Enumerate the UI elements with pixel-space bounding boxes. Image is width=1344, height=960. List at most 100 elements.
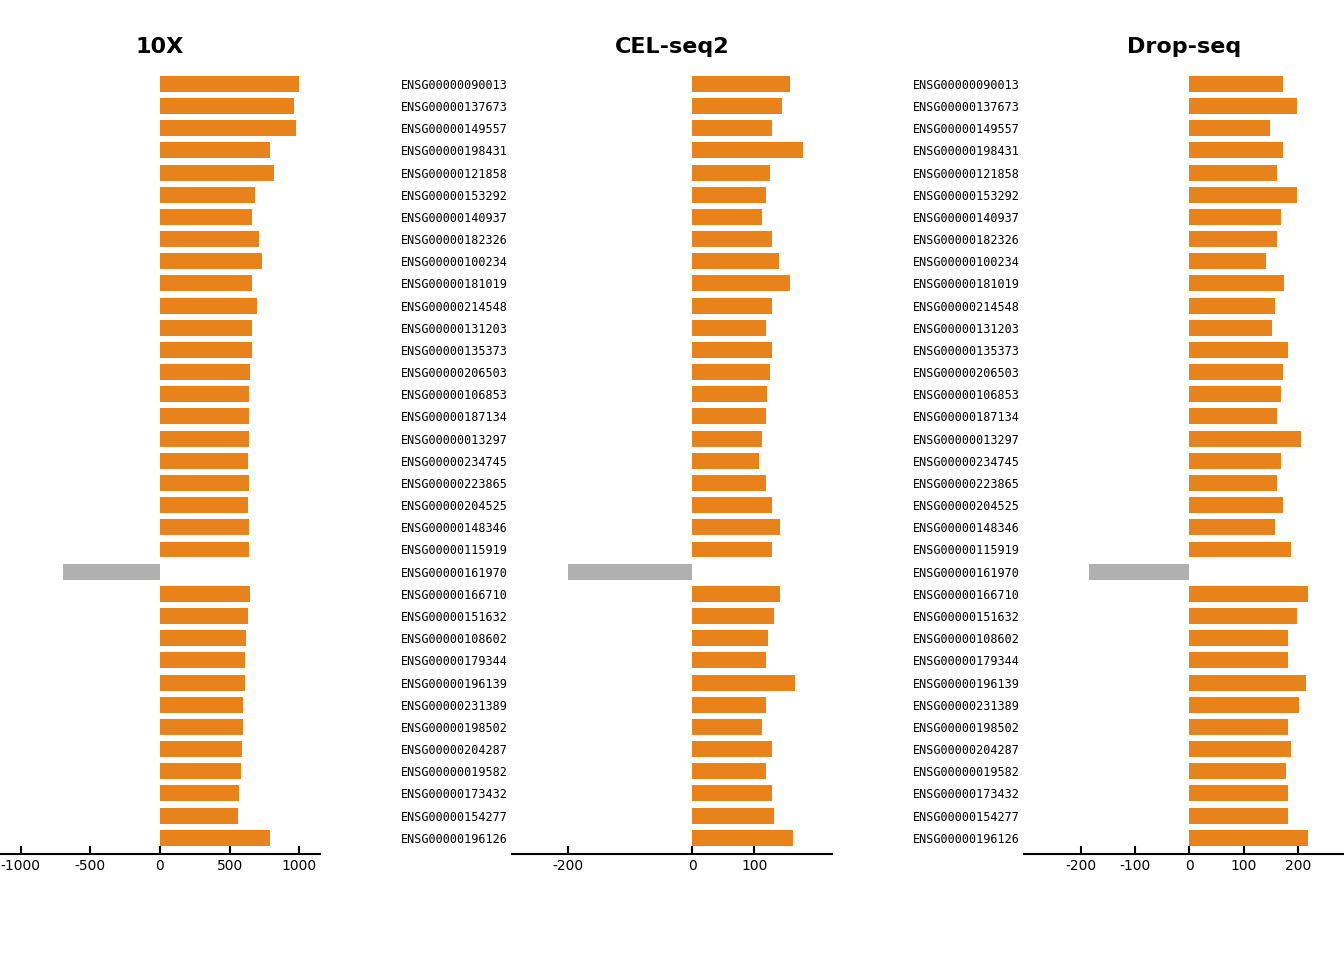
Bar <box>63 564 160 580</box>
Bar <box>160 187 254 203</box>
Bar <box>692 98 782 114</box>
Bar <box>692 386 767 402</box>
Bar <box>160 519 249 536</box>
Bar <box>160 276 251 292</box>
Bar <box>1089 564 1189 580</box>
Bar <box>692 630 767 646</box>
Bar <box>692 675 794 690</box>
Bar <box>160 120 296 136</box>
Bar <box>692 231 771 247</box>
Bar <box>1189 364 1282 380</box>
Bar <box>1189 763 1286 780</box>
Bar <box>692 697 766 712</box>
Bar <box>160 697 243 712</box>
Bar <box>1189 675 1306 690</box>
Bar <box>160 829 270 846</box>
Bar <box>160 298 258 314</box>
Bar <box>160 475 249 491</box>
Bar <box>1189 98 1297 114</box>
Bar <box>1189 519 1275 536</box>
Bar <box>1189 453 1281 468</box>
Bar <box>160 586 250 602</box>
Title: CEL-seq2: CEL-seq2 <box>614 37 730 58</box>
Bar <box>1189 630 1288 646</box>
Bar <box>692 785 771 802</box>
Bar <box>1189 276 1285 292</box>
Bar <box>160 719 243 734</box>
Bar <box>1189 497 1282 514</box>
Bar <box>1189 653 1288 668</box>
Bar <box>1189 719 1288 734</box>
Bar <box>1189 829 1308 846</box>
Bar <box>160 653 245 668</box>
Bar <box>692 209 762 225</box>
Bar <box>692 807 774 824</box>
Bar <box>692 586 781 602</box>
Bar <box>692 719 762 734</box>
Bar <box>1189 431 1301 446</box>
Bar <box>160 608 247 624</box>
Bar <box>160 431 249 446</box>
Bar <box>160 386 249 402</box>
Bar <box>692 120 771 136</box>
Bar <box>1189 785 1288 802</box>
Bar <box>1189 76 1282 92</box>
Bar <box>1189 320 1271 336</box>
Bar <box>160 76 300 92</box>
Bar <box>1189 253 1266 269</box>
Bar <box>692 829 793 846</box>
Bar <box>160 98 293 114</box>
Bar <box>692 519 781 536</box>
Bar <box>692 408 766 424</box>
Bar <box>1189 586 1308 602</box>
Bar <box>1189 231 1277 247</box>
Bar <box>1189 164 1277 180</box>
Bar <box>160 364 250 380</box>
Bar <box>1189 475 1277 491</box>
Bar <box>1189 541 1292 558</box>
Bar <box>692 164 770 180</box>
Bar <box>160 142 270 158</box>
Bar <box>692 608 774 624</box>
Bar <box>160 741 242 757</box>
Bar <box>692 342 771 358</box>
Bar <box>1189 408 1277 424</box>
Bar <box>692 298 771 314</box>
Bar <box>160 497 247 514</box>
Bar <box>1189 298 1275 314</box>
Bar <box>692 142 802 158</box>
Bar <box>160 807 238 824</box>
Bar <box>692 453 759 468</box>
Bar <box>1189 608 1297 624</box>
Bar <box>160 164 274 180</box>
Bar <box>692 541 771 558</box>
Bar <box>160 785 239 802</box>
Bar <box>160 675 245 690</box>
Bar <box>160 320 251 336</box>
Bar <box>692 497 771 514</box>
Bar <box>160 453 247 468</box>
Bar <box>1189 741 1292 757</box>
Bar <box>692 653 766 668</box>
Bar <box>569 564 692 580</box>
Bar <box>692 763 766 780</box>
Bar <box>692 276 790 292</box>
Bar <box>1189 697 1300 712</box>
Bar <box>692 320 766 336</box>
Bar <box>160 342 251 358</box>
Bar <box>1189 807 1288 824</box>
Bar <box>692 253 780 269</box>
Bar <box>160 541 249 558</box>
Bar <box>1189 209 1281 225</box>
Bar <box>692 76 790 92</box>
Bar <box>1189 342 1288 358</box>
Bar <box>1189 142 1282 158</box>
Bar <box>1189 187 1297 203</box>
Bar <box>160 253 262 269</box>
Bar <box>692 187 766 203</box>
Bar <box>692 364 770 380</box>
Bar <box>692 475 766 491</box>
Bar <box>160 763 241 780</box>
Bar <box>160 408 249 424</box>
Bar <box>160 209 251 225</box>
